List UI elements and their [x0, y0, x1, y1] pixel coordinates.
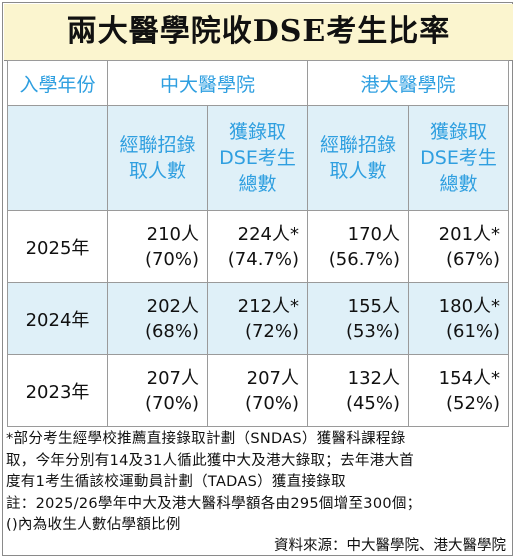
table-row-2024: 2024年 202人 (68%) 212人* (72%) 155人 (53%) …: [7, 282, 510, 355]
count-value: 212人*: [237, 295, 300, 317]
subheader-line: 經聯招錄: [119, 134, 196, 156]
subheader-line: 總數: [439, 173, 478, 195]
table-row-2023: 2023年 207人 (70%) 207人 (70%) 132人 (45%) 1…: [7, 354, 510, 427]
year-column-header: 入學年份: [7, 60, 108, 106]
percent-value: (67%): [445, 248, 501, 270]
subheader-line: 獲錄取: [229, 121, 287, 143]
hku-jupas-cell: 170人 (56.7%): [307, 210, 410, 283]
count-value: 202人: [146, 295, 199, 317]
infographic-frame: 兩大醫學院收DSE考生比率: [2, 2, 513, 556]
hku-jupas-subheader: 經聯招錄 取人數: [307, 105, 410, 211]
subheader-line: DSE考生: [219, 147, 296, 169]
subheader-line: DSE考生: [420, 147, 497, 169]
footnote-line: 取，今年分別有14及31人循此獲中大及港大錄取；去年港大首: [6, 452, 415, 469]
hku-column-header: 港大醫學院: [307, 60, 510, 106]
cuhk-jupas-cell: 210人 (70%): [107, 210, 208, 283]
table-row-2025: 2025年 210人 (70%) 224人* (74.7%) 170人 (56.…: [7, 210, 510, 283]
footnote-line: ()內為收生人數佔學額比例: [6, 517, 181, 533]
year-cell: 2024年: [7, 282, 108, 355]
hku-jupas-cell: 155人 (53%): [307, 282, 410, 355]
count-value: 207人: [246, 367, 300, 389]
subheader-blank-cell: [7, 105, 108, 211]
percent-value: (70%): [144, 392, 199, 414]
cuhk-dse-cell: 207人 (70%): [206, 354, 309, 427]
admissions-table: 入學年份 中大醫學院 港大醫學院 經聯招錄 取人數 獲錄取 DSE考生 總數 經…: [7, 60, 510, 427]
source-credit: 資料來源：中大醫學院、港大醫學院: [274, 538, 506, 554]
percent-value: (52%): [445, 392, 501, 414]
cuhk-jupas-cell: 202人 (68%): [107, 282, 208, 355]
table-header-row: 入學年份 中大醫學院 港大醫學院: [7, 60, 510, 106]
count-value: 154人*: [438, 367, 501, 389]
hku-dse-cell: 180人* (61%): [408, 282, 510, 355]
count-value: 207人: [146, 367, 199, 389]
footnote-line: 註：2025/26學年中大及港大醫科學額各由295個增至300個；: [6, 495, 422, 512]
cuhk-jupas-cell: 207人 (70%): [107, 354, 208, 427]
cuhk-jupas-subheader: 經聯招錄 取人數: [107, 105, 208, 211]
cuhk-dse-subheader: 獲錄取 DSE考生 總數: [206, 105, 309, 211]
count-value: 180人*: [438, 295, 501, 317]
footnote-line: 度有1考生循該校運動員計劃（TADAS）獲直接錄取: [6, 474, 346, 490]
percent-value: (74.7%): [227, 248, 300, 270]
footnote-line: *部分考生經學校推薦直接錄取計劃（SNDAS）獲醫科課程錄: [6, 431, 406, 447]
year-cell: 2023年: [7, 354, 108, 427]
hku-dse-cell: 201人* (67%): [408, 210, 510, 283]
count-value: 132人: [347, 367, 401, 389]
percent-value: (70%): [144, 248, 199, 270]
cuhk-column-header: 中大醫學院: [106, 60, 309, 106]
percent-value: (68%): [144, 320, 199, 342]
hku-dse-subheader: 獲錄取 DSE考生 總數: [408, 105, 510, 211]
infographic-title: 兩大醫學院收DSE考生比率: [4, 4, 513, 61]
count-value: 155人: [347, 295, 401, 317]
subheader-line: 經聯招錄: [320, 134, 397, 156]
percent-value: (70%): [244, 392, 300, 414]
subheader-line: 總數: [238, 173, 277, 195]
count-value: 210人: [146, 223, 199, 245]
percent-value: (45%): [345, 392, 401, 414]
count-value: 201人*: [438, 223, 501, 245]
count-value: 224人*: [237, 223, 300, 245]
cuhk-dse-cell: 224人* (74.7%): [206, 210, 309, 283]
percent-value: (53%): [345, 320, 401, 342]
percent-value: (72%): [244, 320, 300, 342]
hku-jupas-cell: 132人 (45%): [307, 354, 410, 427]
cuhk-dse-cell: 212人* (72%): [206, 282, 309, 355]
percent-value: (61%): [445, 320, 501, 342]
subheader-line: 取人數: [128, 160, 186, 182]
footnotes: *部分考生經學校推薦直接錄取計劃（SNDAS）獲醫科課程錄 取，今年分別有14及…: [6, 429, 510, 537]
table-subheader-row: 經聯招錄 取人數 獲錄取 DSE考生 總數 經聯招錄 取人數 獲錄取 DSE考生…: [7, 105, 510, 211]
year-cell: 2025年: [7, 210, 108, 283]
percent-value: (56.7%): [328, 248, 401, 270]
subheader-line: 取人數: [329, 160, 387, 182]
count-value: 170人: [347, 223, 401, 245]
subheader-line: 獲錄取: [430, 121, 488, 143]
hku-dse-cell: 154人* (52%): [408, 354, 510, 427]
